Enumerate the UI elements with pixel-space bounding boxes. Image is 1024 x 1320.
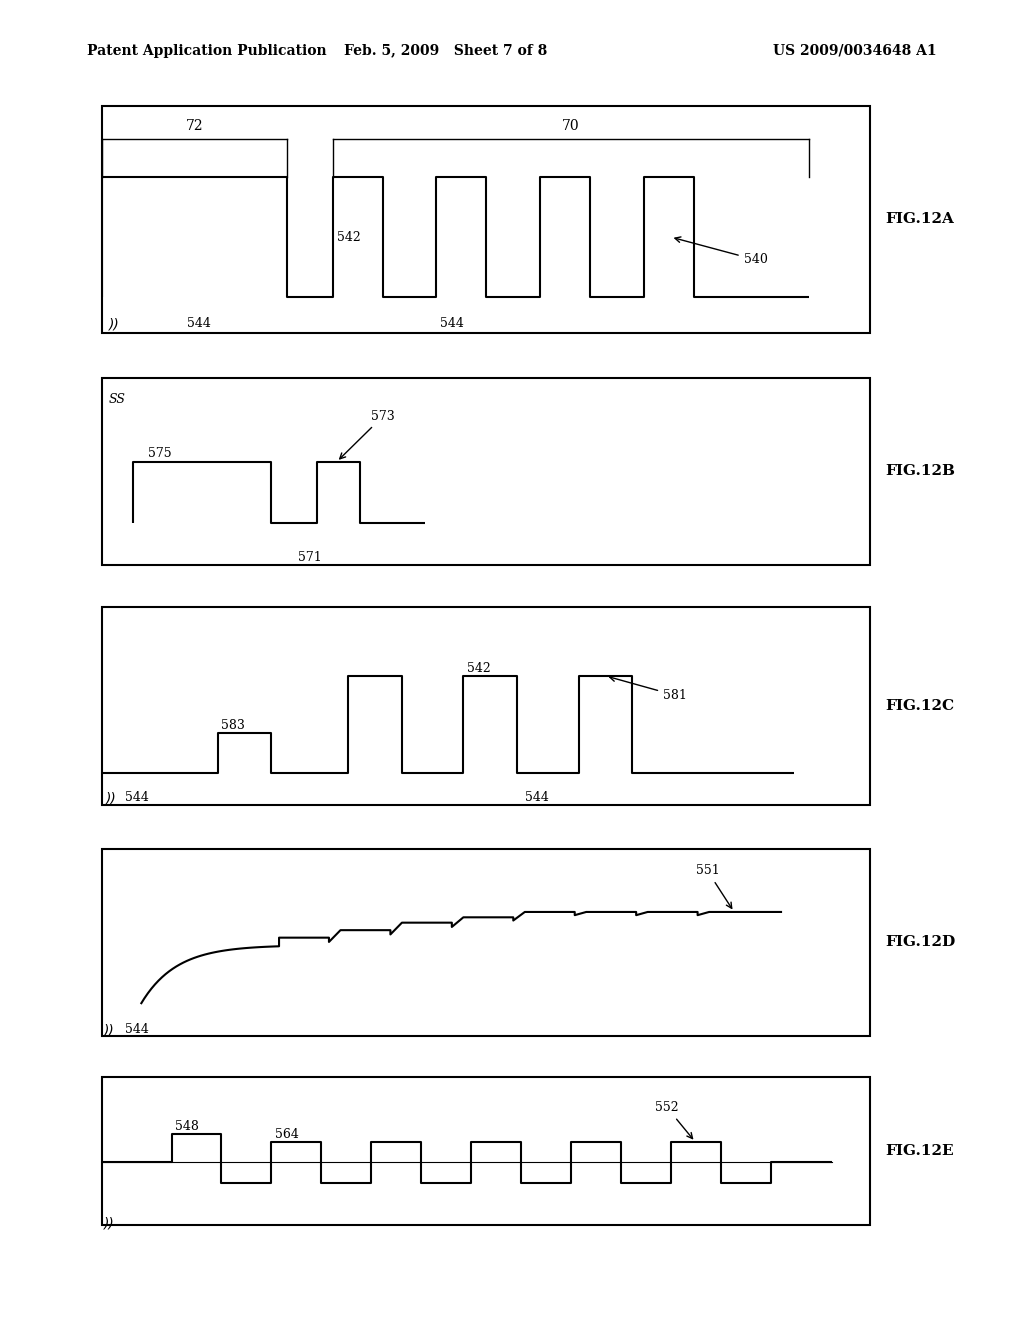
Text: 575: 575 bbox=[148, 447, 172, 459]
Text: 544: 544 bbox=[525, 792, 549, 804]
Text: Patent Application Publication: Patent Application Publication bbox=[87, 44, 327, 58]
Text: 70: 70 bbox=[562, 119, 580, 133]
Text: 548: 548 bbox=[175, 1119, 200, 1133]
Text: 571: 571 bbox=[298, 550, 322, 564]
Text: 544: 544 bbox=[440, 317, 464, 330]
Text: 540: 540 bbox=[675, 236, 768, 267]
Text: 581: 581 bbox=[609, 676, 687, 702]
Text: SS: SS bbox=[109, 393, 126, 407]
Text: )): )) bbox=[104, 1217, 115, 1232]
Text: FIG.12C: FIG.12C bbox=[886, 700, 955, 713]
Text: 544: 544 bbox=[126, 792, 150, 804]
Text: 564: 564 bbox=[275, 1127, 299, 1140]
Text: 544: 544 bbox=[187, 317, 211, 330]
Text: 72: 72 bbox=[185, 119, 204, 133]
Text: )): )) bbox=[106, 792, 117, 805]
Text: FIG.12A: FIG.12A bbox=[886, 213, 954, 226]
Text: FIG.12B: FIG.12B bbox=[886, 465, 955, 478]
Text: 544: 544 bbox=[126, 1023, 150, 1036]
Text: FIG.12E: FIG.12E bbox=[886, 1144, 954, 1158]
Text: FIG.12D: FIG.12D bbox=[886, 936, 956, 949]
Text: Feb. 5, 2009   Sheet 7 of 8: Feb. 5, 2009 Sheet 7 of 8 bbox=[344, 44, 547, 58]
Text: 551: 551 bbox=[695, 865, 732, 908]
Text: 552: 552 bbox=[655, 1101, 692, 1139]
Text: 542: 542 bbox=[337, 231, 360, 244]
Text: 573: 573 bbox=[340, 409, 395, 459]
Text: )): )) bbox=[104, 1023, 115, 1038]
Text: 583: 583 bbox=[221, 719, 246, 733]
Text: 542: 542 bbox=[467, 661, 490, 675]
Text: US 2009/0034648 A1: US 2009/0034648 A1 bbox=[773, 44, 937, 58]
Text: )): )) bbox=[109, 317, 119, 331]
